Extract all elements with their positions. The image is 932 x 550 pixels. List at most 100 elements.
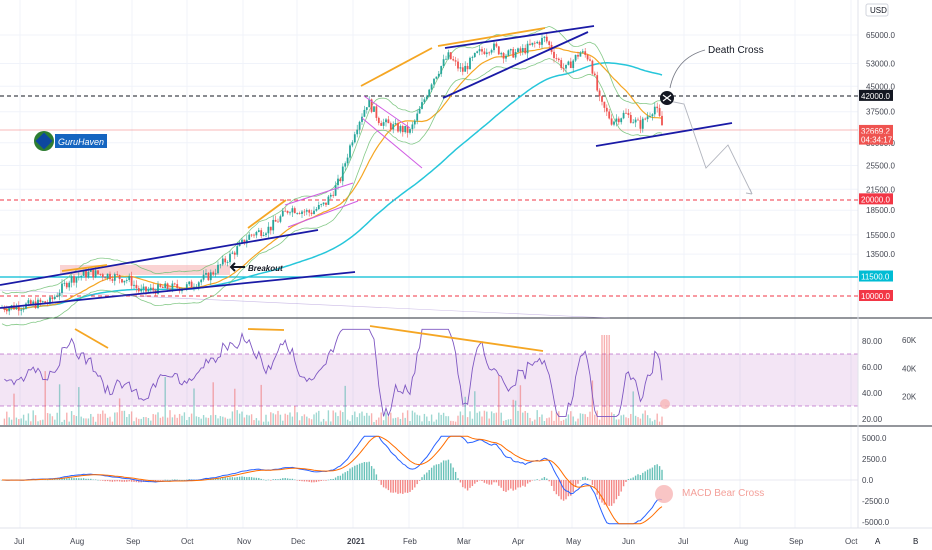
candle-body <box>61 283 63 294</box>
trendlines[interactable] <box>0 25 753 319</box>
macd-histogram-bar <box>135 480 138 483</box>
currency-box[interactable] <box>865 3 889 17</box>
log-scale-button[interactable]: B <box>913 537 918 546</box>
candle-body <box>601 96 603 102</box>
candle-body <box>212 272 215 275</box>
trendline-orange-3[interactable] <box>360 47 433 87</box>
volume-axis[interactable]: 60K 40K 20K <box>902 336 917 402</box>
macd-histogram-bar <box>370 466 373 480</box>
macd-histogram-bar <box>618 480 620 496</box>
wedge-upper[interactable] <box>444 25 595 49</box>
channel-purple-2a[interactable] <box>363 95 411 129</box>
candle-body <box>440 66 443 74</box>
volume-bar <box>534 419 536 425</box>
macd-histogram-bar <box>445 460 447 480</box>
trendline-blue-lower[interactable] <box>0 271 356 309</box>
channel-purple-1a[interactable] <box>284 182 354 206</box>
volume-bar <box>512 399 514 425</box>
macd-histogram-bar <box>294 479 296 481</box>
candle-body <box>392 124 395 130</box>
candle-body <box>423 99 426 103</box>
macd-axis-label: -2500.0 <box>862 497 890 506</box>
candle-body <box>217 264 219 274</box>
candle-body <box>253 234 255 236</box>
projection-path[interactable] <box>663 99 753 195</box>
candle-body <box>569 61 572 69</box>
macd-histogram-bar <box>390 480 392 493</box>
macd-histogram-bar <box>92 479 94 481</box>
candle-body <box>373 106 375 112</box>
candle-body <box>298 213 301 214</box>
candle-body <box>421 102 423 109</box>
channel-purple-1b[interactable] <box>287 200 359 228</box>
channel-purple-2b[interactable] <box>361 117 423 169</box>
trendline-orange-4[interactable] <box>437 27 546 47</box>
volume-bar <box>181 415 183 425</box>
price-tag-label: 20000.0 <box>861 195 890 204</box>
auto-scale-button[interactable]: A <box>875 537 881 546</box>
candle-body <box>452 59 455 61</box>
wedge-lower[interactable] <box>442 31 589 99</box>
macd-histogram-bar <box>87 478 90 480</box>
macd-histogram-bar <box>289 478 291 480</box>
volume-bar <box>440 414 442 425</box>
volume-bar <box>646 415 649 425</box>
rsi-trendline-1[interactable] <box>74 328 109 349</box>
price-axis[interactable]: 65000.053000.045000.037500.030000.025500… <box>866 31 895 259</box>
rsi-highlight <box>660 399 670 409</box>
candle-body <box>135 284 138 289</box>
time-axis[interactable]: Jul Aug Sep Oct Nov Dec 2021 Feb Mar Apr May Jun Jul… <box>14 537 858 546</box>
candle-body <box>634 119 637 123</box>
volume-bar <box>490 411 493 425</box>
macd-histogram-bar <box>258 477 260 480</box>
macd-histogram-bar <box>421 477 423 480</box>
trendline-orange-1[interactable] <box>61 264 108 272</box>
rsi-trendline-3[interactable] <box>369 325 544 352</box>
volume-bar <box>25 420 27 425</box>
rsi-axis[interactable]: 80.00 60.00 40.00 20.00 <box>862 337 883 424</box>
macd-axis[interactable]: 5000.0 2500.0 0.0 -2500.0 -5000.0 <box>862 434 890 527</box>
macd-histogram-bar <box>222 477 224 480</box>
macd-histogram-bar <box>399 480 402 494</box>
macd-histogram-bar <box>298 480 301 481</box>
volume-bar <box>442 412 445 425</box>
candle-body <box>5 309 8 312</box>
trendline-orange-2[interactable] <box>247 199 287 229</box>
macd-histogram-bar <box>630 478 632 480</box>
macd-histogram-bar <box>642 472 644 480</box>
candle-body <box>605 107 608 112</box>
volume-bar <box>562 419 565 425</box>
rsi-axis-label: 40.00 <box>862 389 883 398</box>
trendline-blue-upper[interactable] <box>0 229 319 286</box>
candle-body <box>509 49 512 51</box>
volume-bar <box>526 412 529 425</box>
volume-bar <box>426 416 428 425</box>
price-tag: 11500.0 <box>859 270 893 282</box>
macd-histogram-bar <box>373 468 375 480</box>
volume-bar <box>200 418 202 425</box>
candle-body <box>325 202 327 205</box>
candle-body <box>8 307 11 312</box>
price-tag-box <box>859 124 893 136</box>
macd-histogram-bar <box>270 480 272 481</box>
candle-body <box>267 226 270 234</box>
volume-bar <box>195 416 198 425</box>
volume-bar <box>298 420 301 425</box>
volume-bar <box>32 410 34 425</box>
breakout-zone <box>60 265 230 275</box>
candle-body <box>454 60 457 62</box>
volume-bar <box>591 380 594 425</box>
macd-histogram-bar <box>121 480 123 482</box>
support-trendline[interactable] <box>595 122 733 147</box>
volume-bar <box>142 417 145 425</box>
macd-histogram-bar <box>56 479 58 480</box>
candle-body <box>401 126 404 133</box>
rsi-trendlines[interactable] <box>74 325 544 352</box>
price-tag-label: 42000.0 <box>861 92 890 101</box>
rsi-trendline-2[interactable] <box>247 328 285 331</box>
macd-histogram-bar <box>99 480 102 481</box>
macd-histogram-bar <box>171 479 174 481</box>
candle-body <box>610 118 613 125</box>
macd-histogram-bar <box>337 475 339 480</box>
